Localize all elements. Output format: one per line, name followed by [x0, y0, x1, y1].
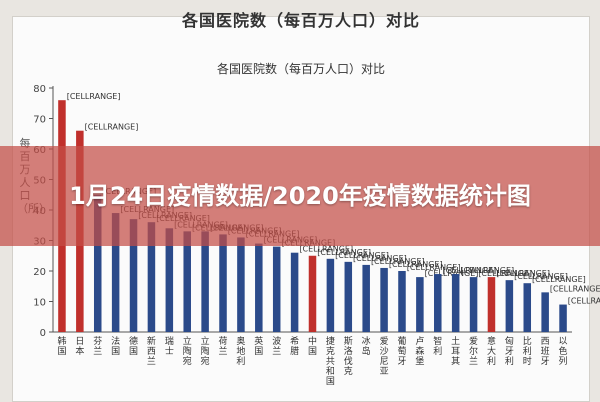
data-label: [CELLRANGE]	[443, 266, 497, 275]
bar	[165, 228, 174, 332]
y-tick-label: 0	[40, 328, 46, 339]
bar	[541, 292, 549, 332]
bar	[434, 274, 442, 332]
x-tick-label: 新西兰	[147, 335, 156, 367]
data-label: [CELLRANGE]	[496, 269, 550, 278]
bar	[237, 237, 245, 332]
bar	[451, 274, 460, 332]
x-tick-label: 英国	[254, 335, 263, 357]
x-tick-label: 立陶宛	[201, 335, 210, 367]
bar	[469, 277, 478, 332]
x-tick-label: 意大利	[487, 335, 496, 367]
bar	[380, 267, 388, 332]
y-tick-label: 80	[33, 84, 46, 95]
x-tick-label: 以色列	[559, 337, 568, 367]
data-label: [CELLRANGE]	[460, 266, 514, 275]
banner-title: 1月24日疫情数据/2020年疫情数据统计图	[69, 182, 531, 210]
data-label: [CELLRANGE]	[568, 297, 600, 306]
x-tick-label: 斯洛伐克	[344, 335, 353, 377]
data-label: [CELLRANGE]	[532, 275, 586, 284]
bar	[147, 222, 156, 332]
x-tick-label: 中国	[308, 335, 317, 357]
bar	[183, 231, 191, 332]
x-tick-label: 德国	[129, 335, 138, 357]
x-tick-label: 荷兰	[219, 336, 228, 357]
x-tick-label: 希腊	[290, 335, 299, 357]
bar	[559, 304, 567, 332]
data-label: [CELLRANGE]	[317, 248, 371, 257]
y-tick-label: 70	[33, 115, 46, 126]
data-label: [CELLRANGE]	[353, 254, 407, 263]
x-tick-label: 匈牙利	[505, 335, 514, 367]
data-label: [CELLRANGE]	[514, 272, 568, 281]
data-label: [CELLRANGE]	[550, 284, 600, 293]
x-tick-label: 土耳其	[451, 335, 460, 367]
data-label: [CELLRANGE]	[67, 92, 121, 101]
x-tick-label: 卢森堡	[415, 335, 424, 367]
bar	[255, 243, 263, 332]
x-tick-label: 爱沙尼亚	[380, 336, 389, 377]
x-tick-label: 奥地利	[236, 335, 245, 367]
y-tick-label: 20	[33, 267, 46, 278]
x-tick-label: 芬兰	[93, 336, 102, 357]
x-tick-label: 波兰	[272, 335, 281, 357]
bar	[272, 246, 281, 332]
y-tick-label: 10	[33, 298, 46, 309]
bar	[362, 264, 370, 332]
data-label: [CELLRANGE]	[407, 263, 461, 272]
x-tick-label: 智利	[433, 335, 442, 357]
data-label: [CELLRANGE]	[335, 251, 389, 260]
data-label: [CELLRANGE]	[389, 260, 443, 269]
x-tick-label: 比利时	[523, 335, 532, 367]
bar	[129, 219, 138, 332]
title-banner: 1月24日疫情数据/2020年疫情数据统计图	[0, 146, 600, 246]
x-tick-label: 西班牙	[541, 336, 550, 367]
bar	[344, 261, 353, 332]
bar	[201, 231, 209, 332]
page-title: 各国医院数（每百万人口）对比	[181, 11, 420, 30]
x-tick-label: 法国	[111, 335, 120, 357]
bar	[308, 255, 317, 332]
x-tick-label: 冰岛	[362, 335, 371, 357]
chart-title: 各国医院数（每百万人口）对比	[216, 62, 385, 76]
x-tick-label: 瑞士	[165, 335, 174, 357]
bar	[326, 258, 335, 332]
bar	[505, 280, 514, 332]
bar	[93, 194, 102, 332]
x-tick-label: 捷克共和国	[326, 335, 335, 387]
x-tick-label: 韩国	[57, 335, 66, 357]
data-label: [CELLRANGE]	[299, 245, 353, 254]
x-tick-label: 立陶宛	[183, 335, 192, 367]
bar	[111, 213, 120, 332]
data-label: [CELLRANGE]	[425, 269, 479, 278]
data-label: [CELLRANGE]	[478, 269, 532, 278]
bar	[416, 277, 424, 332]
bar	[398, 271, 406, 332]
x-tick-label: 日本	[75, 336, 84, 357]
bar	[290, 252, 299, 332]
x-tick-label: 葡萄牙	[397, 335, 406, 367]
bar	[219, 234, 227, 332]
data-label: [CELLRANGE]	[371, 257, 425, 266]
x-tick-label: 爱尔兰	[469, 336, 478, 367]
bar	[523, 283, 532, 332]
bar	[487, 277, 496, 332]
data-label: [CELLRANGE]	[85, 123, 139, 132]
